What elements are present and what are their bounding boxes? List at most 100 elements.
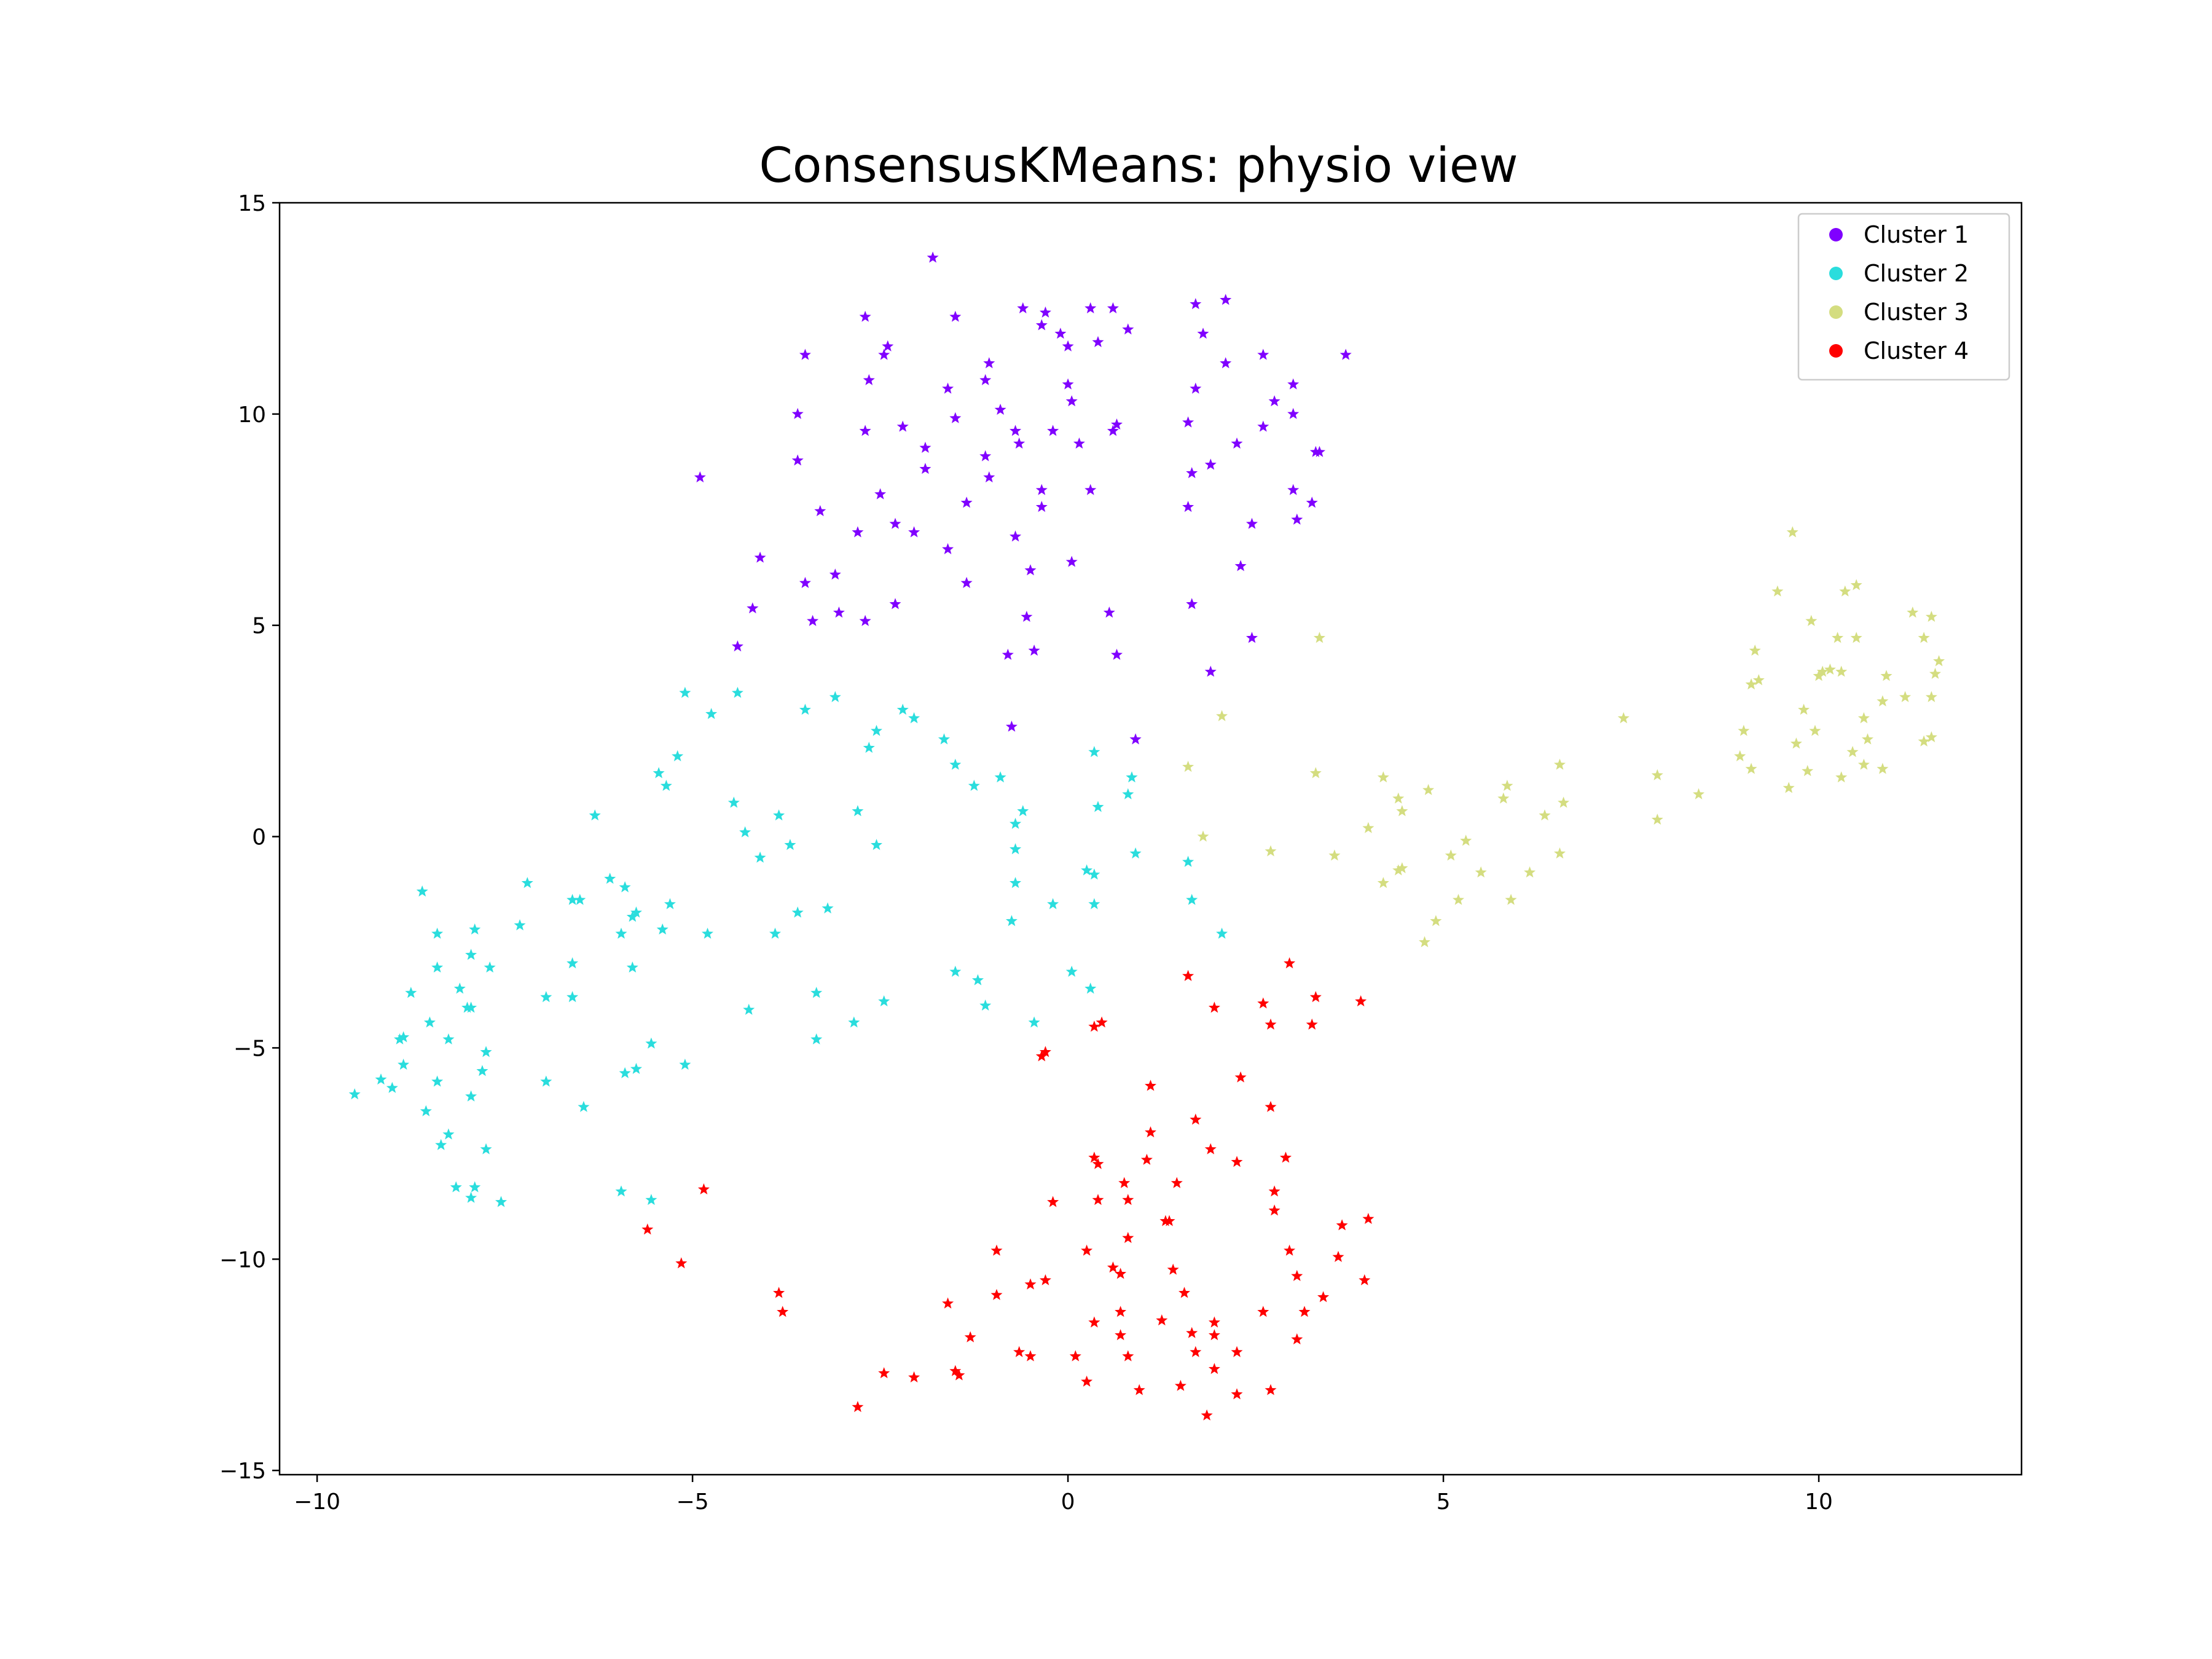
data-point — [1216, 927, 1228, 939]
data-point — [1265, 1100, 1277, 1112]
data-point — [1092, 801, 1104, 812]
data-point — [1857, 712, 1870, 724]
data-point — [1918, 735, 1930, 747]
data-point — [1204, 1143, 1217, 1155]
data-point — [1918, 632, 1930, 643]
data-point — [1024, 564, 1037, 576]
data-point — [679, 686, 691, 698]
data-point — [1017, 805, 1029, 817]
data-point — [1069, 1350, 1081, 1362]
data-point — [1065, 965, 1078, 977]
y-tick-label: −15 — [219, 1459, 266, 1484]
x-tick-label: −10 — [294, 1489, 340, 1515]
data-point — [1092, 335, 1104, 347]
data-point — [1122, 788, 1134, 799]
data-point — [942, 1297, 954, 1309]
data-point — [645, 1037, 657, 1049]
data-point — [983, 471, 995, 483]
data-point — [1257, 1306, 1269, 1317]
data-point — [1929, 667, 1941, 679]
data-point — [863, 742, 875, 753]
data-point — [848, 1016, 860, 1028]
legend-label: Cluster 2 — [1864, 260, 1969, 287]
data-point — [1186, 598, 1198, 610]
data-point — [1524, 866, 1536, 878]
data-point — [1313, 632, 1325, 643]
data-point — [1287, 484, 1300, 495]
data-point — [398, 1058, 410, 1070]
data-point — [878, 348, 890, 360]
data-point — [465, 949, 477, 960]
data-point — [1062, 340, 1074, 351]
data-point — [1145, 1126, 1156, 1137]
data-point — [645, 1194, 657, 1206]
data-point — [540, 1075, 552, 1087]
data-point — [1047, 425, 1059, 436]
data-point — [1220, 294, 1232, 305]
data-point — [942, 382, 954, 394]
data-point — [784, 839, 796, 850]
data-point — [1907, 606, 1919, 618]
data-point — [1287, 407, 1300, 419]
data-point — [810, 1033, 823, 1045]
data-point — [1088, 868, 1100, 880]
data-point — [896, 704, 909, 715]
data-point — [630, 1062, 642, 1074]
data-point — [626, 961, 638, 973]
data-point — [1065, 555, 1078, 567]
data-point — [1899, 691, 1912, 702]
legend: Cluster 1 Cluster 2 Cluster 3 Cluster 4 — [1797, 213, 2010, 381]
y-tick-label: −10 — [219, 1247, 266, 1273]
x-tick-label: −5 — [677, 1489, 709, 1515]
data-point — [660, 780, 672, 791]
data-point — [619, 881, 631, 893]
data-point — [1392, 864, 1405, 876]
data-point — [1377, 877, 1389, 888]
data-point — [971, 974, 984, 986]
data-point — [863, 374, 875, 385]
data-point — [994, 771, 1006, 783]
data-point — [1107, 1261, 1119, 1273]
data-point — [1284, 1244, 1296, 1256]
legend-label: Cluster 3 — [1864, 299, 1969, 326]
data-point — [1204, 665, 1217, 677]
data-point — [1234, 1071, 1247, 1083]
data-point — [1734, 750, 1746, 761]
data-point — [1039, 306, 1051, 318]
data-point — [964, 1331, 976, 1343]
data-point — [1749, 645, 1761, 656]
data-point — [1313, 445, 1325, 457]
data-point — [1084, 302, 1097, 313]
data-point — [1208, 1329, 1220, 1341]
data-point — [1201, 1409, 1213, 1421]
data-point — [1246, 632, 1258, 643]
data-point — [1279, 1151, 1292, 1163]
data-point — [1182, 970, 1194, 981]
data-point — [1024, 1278, 1037, 1290]
data-point — [431, 1075, 444, 1087]
data-point — [949, 965, 962, 977]
data-point — [754, 551, 766, 563]
data-point — [852, 1401, 864, 1413]
data-point — [675, 1257, 688, 1269]
data-point — [1359, 1274, 1371, 1285]
data-point — [1010, 877, 1022, 888]
data-point — [514, 919, 526, 931]
data-point — [1475, 866, 1487, 878]
data-point — [882, 340, 894, 351]
data-point — [1035, 1050, 1048, 1062]
data-point — [1832, 632, 1844, 643]
data-point — [394, 1033, 406, 1045]
data-point — [1088, 746, 1100, 758]
data-point — [697, 1183, 710, 1194]
data-point — [1190, 382, 1202, 394]
data-point — [589, 809, 601, 821]
data-point — [1392, 792, 1405, 804]
series-2 — [348, 686, 1228, 1207]
data-point — [1118, 1177, 1131, 1188]
legend-marker — [1829, 344, 1843, 358]
data-point — [878, 995, 890, 1006]
data-point — [1035, 484, 1048, 495]
data-point — [1460, 834, 1472, 846]
data-point — [435, 1139, 447, 1150]
